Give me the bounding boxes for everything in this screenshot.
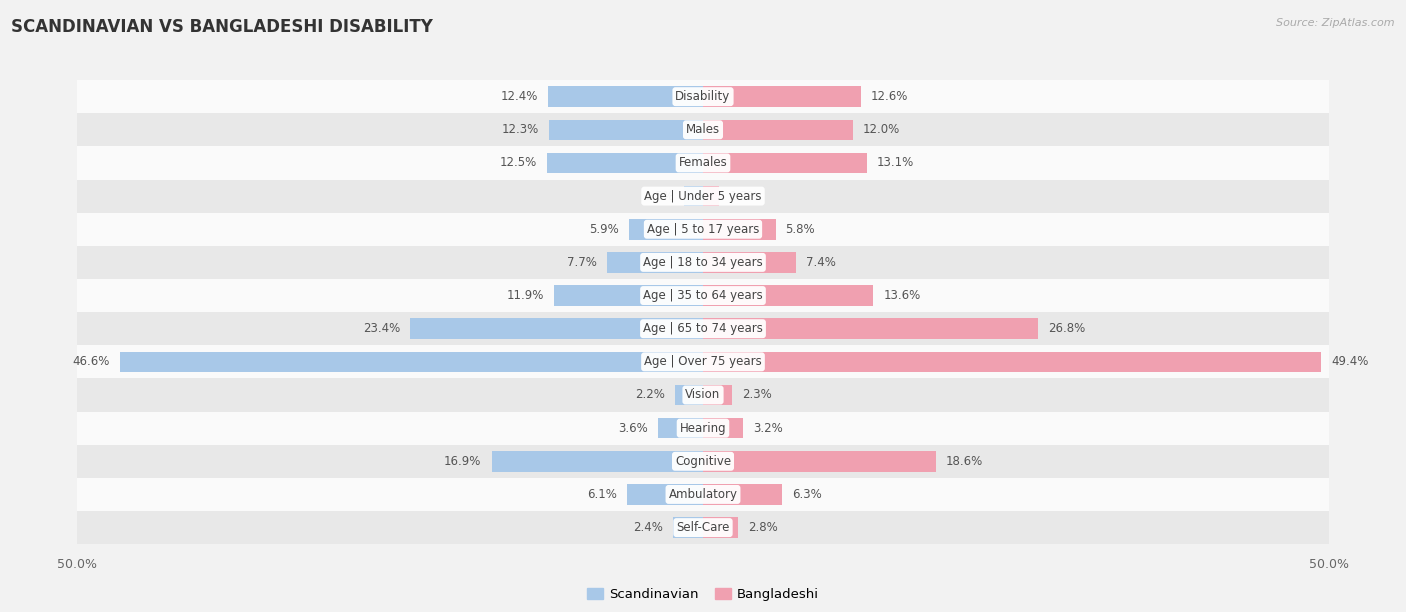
Bar — [77, 312, 1329, 345]
Text: 13.6%: 13.6% — [883, 289, 921, 302]
Bar — [77, 80, 1329, 113]
Text: Age | 5 to 17 years: Age | 5 to 17 years — [647, 223, 759, 236]
Text: 7.4%: 7.4% — [806, 256, 835, 269]
Bar — [554, 285, 703, 306]
Text: 11.9%: 11.9% — [506, 289, 544, 302]
Text: Age | Over 75 years: Age | Over 75 years — [644, 356, 762, 368]
Bar — [703, 484, 782, 505]
Text: 12.6%: 12.6% — [870, 90, 908, 103]
Bar — [703, 86, 860, 107]
Bar — [703, 219, 776, 239]
Bar — [628, 219, 703, 239]
Bar — [547, 152, 703, 173]
Text: Vision: Vision — [685, 389, 721, 401]
Bar — [550, 119, 703, 140]
Bar — [77, 511, 1329, 544]
Text: 18.6%: 18.6% — [946, 455, 983, 468]
Bar — [77, 279, 1329, 312]
Bar — [658, 418, 703, 438]
Text: 16.9%: 16.9% — [444, 455, 481, 468]
Text: Ambulatory: Ambulatory — [668, 488, 738, 501]
Text: Hearing: Hearing — [679, 422, 727, 435]
Text: Age | Under 5 years: Age | Under 5 years — [644, 190, 762, 203]
Text: 49.4%: 49.4% — [1331, 356, 1368, 368]
Text: 1.5%: 1.5% — [644, 190, 675, 203]
Bar — [77, 478, 1329, 511]
Text: Age | 35 to 64 years: Age | 35 to 64 years — [643, 289, 763, 302]
Text: Males: Males — [686, 123, 720, 136]
Text: Self-Care: Self-Care — [676, 521, 730, 534]
Text: Cognitive: Cognitive — [675, 455, 731, 468]
Bar — [77, 113, 1329, 146]
Text: 12.4%: 12.4% — [501, 90, 538, 103]
Legend: Scandinavian, Bangladeshi: Scandinavian, Bangladeshi — [586, 589, 820, 602]
Bar — [492, 451, 703, 472]
Text: Source: ZipAtlas.com: Source: ZipAtlas.com — [1277, 18, 1395, 28]
Bar — [673, 517, 703, 538]
Bar — [675, 385, 703, 405]
Text: 5.9%: 5.9% — [589, 223, 619, 236]
Text: 5.8%: 5.8% — [786, 223, 815, 236]
Bar — [703, 119, 853, 140]
Bar — [703, 351, 1322, 372]
Bar — [703, 385, 731, 405]
Bar — [77, 246, 1329, 279]
Bar — [120, 351, 703, 372]
Text: 12.3%: 12.3% — [502, 123, 538, 136]
Text: 6.3%: 6.3% — [792, 488, 821, 501]
Text: 7.7%: 7.7% — [567, 256, 596, 269]
Bar — [77, 179, 1329, 212]
Bar — [703, 318, 1039, 339]
Bar — [77, 212, 1329, 246]
Bar — [606, 252, 703, 273]
Text: 23.4%: 23.4% — [363, 322, 401, 335]
Text: 6.1%: 6.1% — [586, 488, 617, 501]
Bar — [411, 318, 703, 339]
Text: 3.2%: 3.2% — [754, 422, 783, 435]
Text: 26.8%: 26.8% — [1049, 322, 1085, 335]
Bar — [703, 451, 936, 472]
Text: 3.6%: 3.6% — [619, 422, 648, 435]
Bar — [627, 484, 703, 505]
Text: 46.6%: 46.6% — [73, 356, 110, 368]
Text: 1.3%: 1.3% — [730, 190, 759, 203]
Bar — [77, 445, 1329, 478]
Bar — [703, 285, 873, 306]
Text: 12.0%: 12.0% — [863, 123, 900, 136]
Text: 2.8%: 2.8% — [748, 521, 778, 534]
Text: 2.3%: 2.3% — [742, 389, 772, 401]
Text: Age | 18 to 34 years: Age | 18 to 34 years — [643, 256, 763, 269]
Bar — [703, 152, 868, 173]
Bar — [77, 345, 1329, 378]
Text: 13.1%: 13.1% — [877, 157, 914, 170]
Text: Disability: Disability — [675, 90, 731, 103]
Bar — [77, 411, 1329, 445]
Text: 2.4%: 2.4% — [633, 521, 664, 534]
Bar — [703, 418, 742, 438]
Bar — [703, 186, 720, 206]
Bar — [703, 517, 738, 538]
Bar — [77, 378, 1329, 411]
Bar — [685, 186, 703, 206]
Text: Females: Females — [679, 157, 727, 170]
Bar — [703, 252, 796, 273]
Bar — [548, 86, 703, 107]
Text: 12.5%: 12.5% — [499, 157, 537, 170]
Bar — [77, 146, 1329, 179]
Text: 2.2%: 2.2% — [636, 389, 665, 401]
Text: Age | 65 to 74 years: Age | 65 to 74 years — [643, 322, 763, 335]
Text: SCANDINAVIAN VS BANGLADESHI DISABILITY: SCANDINAVIAN VS BANGLADESHI DISABILITY — [11, 18, 433, 36]
